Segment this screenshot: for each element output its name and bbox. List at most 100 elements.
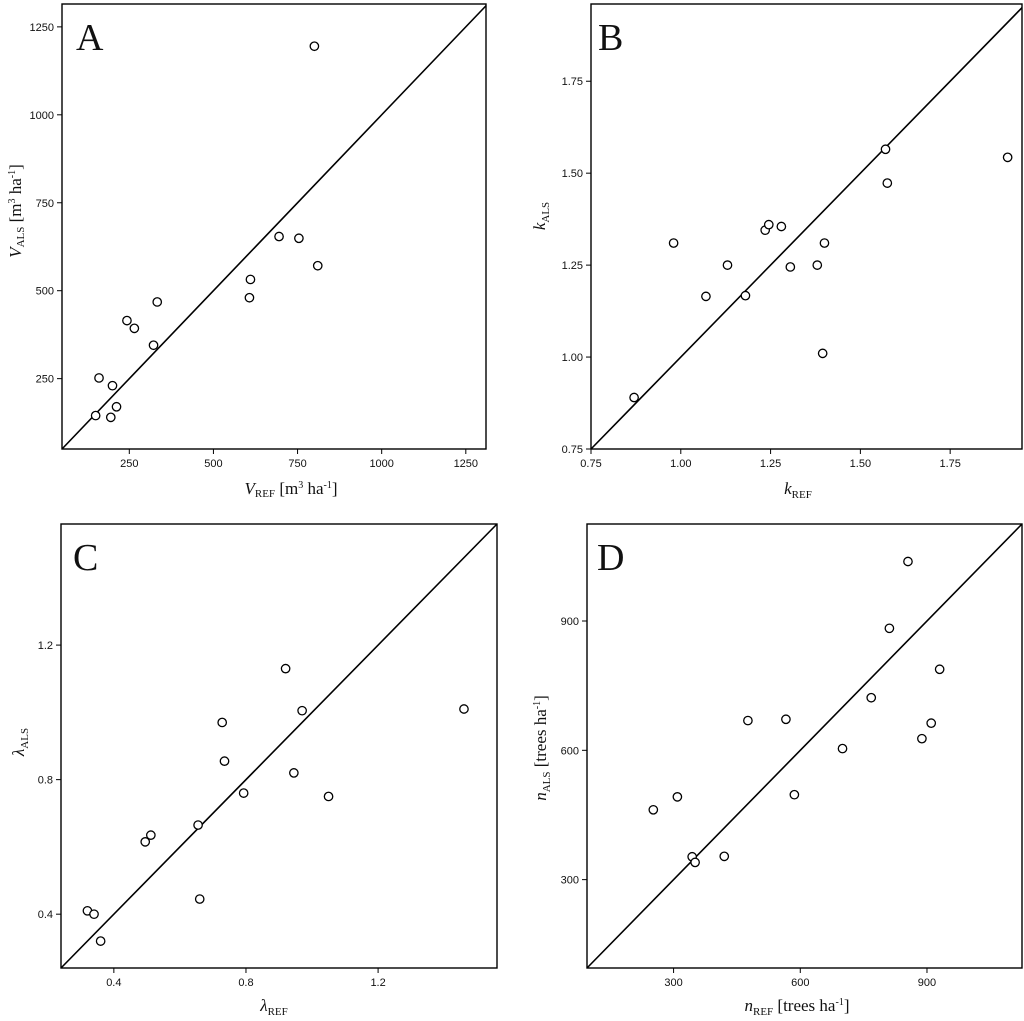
data-point bbox=[648, 804, 659, 815]
x-tick-label: 1.50 bbox=[850, 458, 871, 470]
data-point bbox=[882, 178, 893, 188]
y-axis-title: VALS [m3 ha-1] bbox=[6, 164, 27, 258]
data-point bbox=[668, 238, 679, 248]
data-point bbox=[238, 788, 249, 798]
y-ticks: 300 600 900 bbox=[561, 616, 587, 887]
data-point bbox=[776, 221, 787, 232]
y-tick-label: 900 bbox=[561, 616, 579, 628]
y-tick-label: 1.50 bbox=[562, 168, 583, 180]
data-point bbox=[129, 323, 140, 334]
y-axis-title: λALS bbox=[9, 728, 31, 757]
data-point bbox=[690, 857, 700, 868]
x-tick-label: 300 bbox=[664, 977, 682, 989]
x-tick-label: 750 bbox=[288, 458, 306, 470]
x-tick-label: 1000 bbox=[369, 458, 393, 470]
data-point bbox=[294, 233, 304, 244]
x-ticks: 250 500 750 1000 1250 bbox=[120, 449, 478, 470]
data-point bbox=[763, 219, 774, 230]
x-tick-label: 1.00 bbox=[670, 458, 691, 470]
data-point bbox=[193, 820, 203, 830]
data-point bbox=[245, 274, 256, 285]
panel-letter: D bbox=[597, 537, 624, 579]
x-ticks: 0.75 1.00 1.25 1.50 1.75 bbox=[580, 449, 961, 470]
data-point bbox=[274, 231, 284, 242]
y-tick-label: 1250 bbox=[30, 22, 54, 34]
x-tick-label: 900 bbox=[918, 977, 936, 989]
points bbox=[629, 144, 1013, 403]
data-point bbox=[926, 718, 937, 729]
identity-line bbox=[586, 523, 1023, 969]
identity-line bbox=[590, 7, 1023, 450]
data-point bbox=[194, 894, 205, 904]
x-tick-label: 600 bbox=[791, 977, 809, 989]
data-point bbox=[90, 410, 101, 421]
y-tick-label: 750 bbox=[36, 198, 54, 210]
plot-frame bbox=[586, 523, 1023, 969]
panel-letter: C bbox=[73, 537, 98, 579]
data-point bbox=[722, 260, 733, 270]
data-point bbox=[672, 792, 683, 802]
data-point bbox=[312, 260, 323, 271]
y-tick-label: 1.00 bbox=[562, 352, 583, 364]
data-point bbox=[94, 373, 104, 383]
x-axis-title: kREF bbox=[784, 479, 812, 501]
y-tick-label: 1000 bbox=[30, 110, 54, 122]
data-point bbox=[817, 348, 828, 359]
y-tick-label: 1.25 bbox=[562, 260, 583, 272]
data-point bbox=[884, 623, 895, 634]
y-tick-label: 1.2 bbox=[38, 640, 53, 652]
data-point bbox=[880, 144, 891, 155]
y-ticks: 250 500 750 1000 1250 bbox=[30, 22, 62, 386]
points bbox=[82, 663, 469, 946]
plot-frame bbox=[590, 3, 1023, 450]
data-point bbox=[934, 664, 945, 675]
x-tick-label: 500 bbox=[204, 458, 222, 470]
x-tick-label: 1.75 bbox=[939, 458, 960, 470]
data-point bbox=[217, 717, 228, 728]
y-ticks: 0.4 0.8 1.2 bbox=[38, 640, 61, 921]
y-axis-title: nALS [trees ha-1] bbox=[531, 695, 553, 801]
data-point bbox=[629, 392, 639, 403]
data-point bbox=[289, 768, 299, 778]
data-point bbox=[152, 297, 163, 307]
y-tick-label: 0.4 bbox=[38, 909, 53, 921]
panel-letter: A bbox=[76, 17, 104, 59]
data-point bbox=[785, 262, 796, 272]
x-axis-title: VREF [m3 ha-1] bbox=[244, 479, 337, 500]
x-tick-label: 1.25 bbox=[760, 458, 781, 470]
data-point bbox=[219, 756, 230, 766]
data-point bbox=[89, 909, 99, 920]
x-tick-label: 1250 bbox=[454, 458, 478, 470]
data-point bbox=[105, 412, 116, 423]
data-point bbox=[145, 830, 156, 840]
y-tick-label: 500 bbox=[36, 286, 54, 298]
panel-letter: B bbox=[598, 17, 623, 59]
x-tick-label: 1.2 bbox=[370, 977, 385, 989]
panel-b: 0.75 1.00 1.25 1.50 1.75 0.75 1.00 1.25 1.50 1.7… bbox=[530, 3, 1023, 501]
data-point bbox=[917, 733, 927, 744]
x-ticks: 300 600 900 bbox=[664, 968, 936, 989]
data-point bbox=[719, 851, 730, 862]
plot-frame bbox=[61, 3, 487, 450]
data-point bbox=[107, 380, 118, 391]
y-tick-label: 1.75 bbox=[562, 76, 583, 88]
identity-line bbox=[60, 523, 498, 969]
data-point bbox=[122, 315, 132, 326]
data-point bbox=[244, 292, 255, 303]
panel-c: 0.4 0.8 1.2 0.4 0.8 1.2 C λREF λALS bbox=[9, 523, 498, 1018]
plot-frame bbox=[60, 523, 498, 969]
data-point bbox=[111, 401, 122, 412]
x-axis-title: λREF bbox=[259, 996, 288, 1018]
points bbox=[648, 556, 945, 868]
data-point bbox=[323, 791, 334, 802]
data-point bbox=[903, 556, 913, 567]
data-point bbox=[95, 936, 106, 946]
data-point bbox=[280, 663, 291, 674]
data-point bbox=[740, 290, 751, 301]
points bbox=[90, 41, 323, 423]
identity-line bbox=[61, 5, 487, 450]
data-point bbox=[701, 291, 711, 302]
y-tick-label: 0.75 bbox=[562, 444, 583, 456]
